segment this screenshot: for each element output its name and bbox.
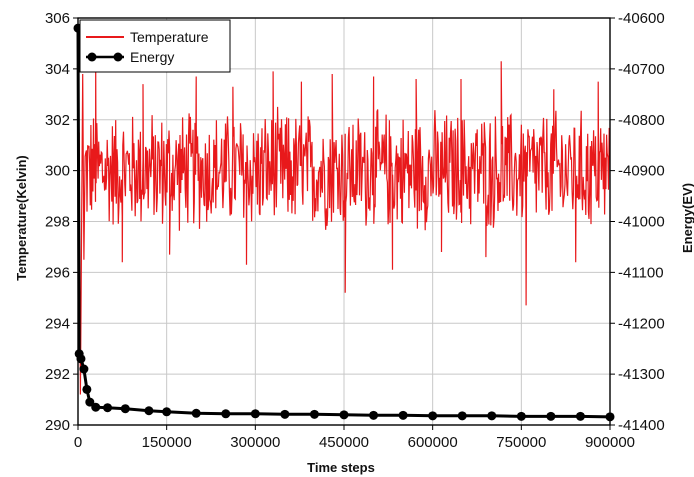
x-tick-label: 600000 — [408, 434, 458, 451]
x-tick-label: 450000 — [319, 434, 369, 451]
y2-axis-title: Energy(EV) — [680, 183, 694, 253]
y-tick-label: 294 — [45, 315, 70, 332]
legend-temperature-label: Temperature — [130, 29, 209, 45]
energy-point — [85, 397, 95, 407]
legend-energy-label: Energy — [130, 49, 174, 65]
axis-tick-labels: 0 150000 300000 450000 600000 750000 900000 290… — [45, 10, 665, 451]
y-tick-label: 300 — [45, 163, 70, 180]
energy-point — [516, 411, 526, 421]
x-tick-label: 900000 — [585, 434, 635, 451]
energy-point — [339, 410, 349, 420]
energy-point — [91, 402, 101, 412]
x-tick-label: 0 — [74, 434, 82, 451]
energy-point — [191, 408, 201, 418]
energy-point — [546, 411, 556, 421]
energy-point — [103, 403, 113, 413]
legend: Temperature Energy — [79, 19, 231, 73]
energy-series — [73, 23, 615, 422]
energy-point — [457, 411, 467, 421]
legend-energy-marker — [113, 52, 123, 62]
y2-tick-label: -40700 — [618, 61, 665, 78]
energy-point — [144, 406, 154, 416]
temperature-series — [77, 61, 611, 395]
x-tick-label: 300000 — [230, 434, 280, 451]
energy-point — [120, 404, 130, 414]
legend-box — [79, 19, 231, 73]
y-tick-label: 292 — [45, 366, 70, 383]
y-tick-label: 304 — [45, 61, 70, 78]
y-axis-title: Temperature(Kelvin) — [14, 155, 29, 280]
axis-ticks — [73, 17, 615, 430]
y-tick-label: 306 — [45, 10, 70, 27]
y2-tick-label: -41200 — [618, 315, 665, 332]
energy-point — [82, 384, 92, 394]
energy-point — [398, 410, 408, 420]
energy-point — [76, 354, 86, 364]
y2-tick-label: -41300 — [618, 366, 665, 383]
y-tick-label: 298 — [45, 214, 70, 231]
y2-tick-label: -40600 — [618, 10, 665, 27]
energy-point — [250, 409, 260, 419]
y2-tick-label: -40800 — [618, 112, 665, 129]
y-tick-label: 302 — [45, 112, 70, 129]
energy-point — [280, 409, 290, 419]
energy-point — [79, 364, 89, 374]
y2-tick-label: -41400 — [618, 417, 665, 434]
y2-tick-label: -40900 — [618, 163, 665, 180]
y-tick-label: 296 — [45, 264, 70, 281]
temperature-line — [77, 61, 611, 395]
energy-point — [575, 411, 585, 421]
x-tick-label: 150000 — [142, 434, 192, 451]
y2-tick-label: -41000 — [618, 214, 665, 231]
y-tick-label: 290 — [45, 417, 70, 434]
x-axis-title: Time steps — [307, 460, 375, 475]
energy-point — [309, 409, 319, 419]
energy-point — [487, 411, 497, 421]
energy-point — [162, 407, 172, 417]
energy-point — [221, 409, 231, 419]
x-tick-label: 750000 — [496, 434, 546, 451]
energy-point — [428, 411, 438, 421]
energy-point — [369, 410, 379, 420]
y2-tick-label: -41100 — [618, 264, 664, 281]
legend-energy-marker — [87, 52, 97, 62]
